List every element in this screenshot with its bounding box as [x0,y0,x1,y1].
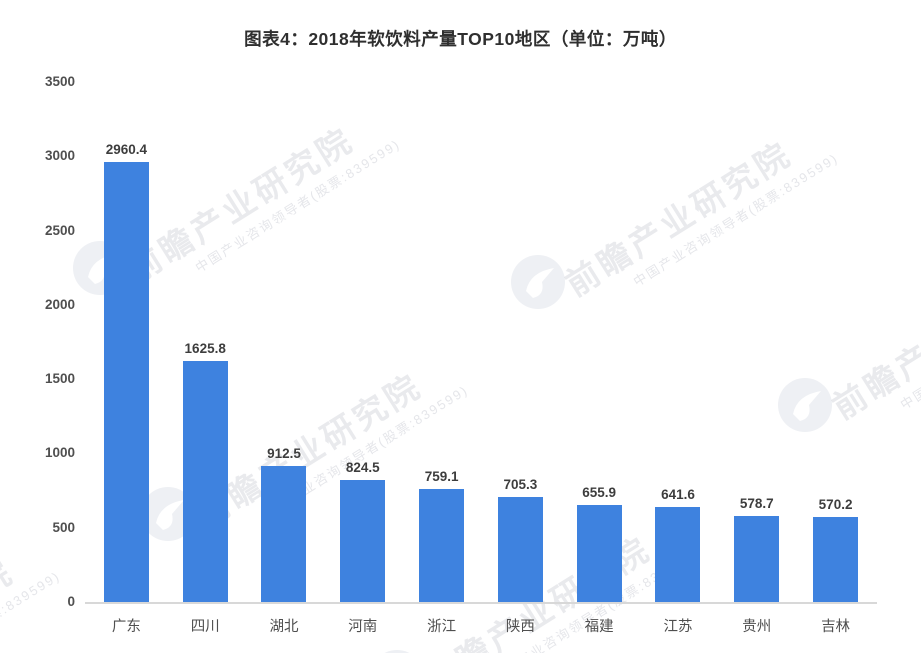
bar [261,466,307,602]
y-axis-tick-label: 1500 [44,371,75,387]
bar-value-label: 824.5 [345,459,380,475]
bar [340,479,386,602]
x-axis-category-label: 江苏 [663,619,693,635]
bars-container: 2960.4 广东 1625.8 四川 912.5 湖北 824.5 河南 759.1 浙江 705… [87,82,875,635]
bar-slot: 2960.4 广东 [87,82,166,635]
y-axis-tick-label: 500 [52,519,75,535]
bar-value-label: 641.6 [661,486,695,502]
bar-value-label: 2960.4 [105,142,148,158]
bar-slot: 641.6 江苏 [639,82,718,635]
x-axis-category-label: 广东 [111,619,141,635]
bar-value-label: 1625.8 [184,340,226,356]
y-axis-tick-label: 1000 [44,445,75,461]
y-axis-tick-label: 2500 [44,222,75,238]
watermark-tagline-text: 中国产业咨询领导者(股票:839599) [897,273,921,413]
x-axis-category-label: 陕西 [505,619,535,635]
bar [813,517,859,602]
x-axis-category-label: 吉林 [821,619,851,635]
bar-value-label: 570.2 [818,497,853,513]
y-axis: 3500 3000 2500 2000 1500 1000 500 0 [0,0,75,653]
x-axis-category-label: 浙江 [427,619,457,635]
bar [419,489,465,602]
chart-title: 图表4：2018年软饮料产量TOP10地区（单位：万吨） [244,29,677,49]
bar [497,497,543,602]
bar [655,506,701,602]
y-axis-tick-label: 0 [67,594,75,609]
bar-slot: 759.1 浙江 [402,82,481,635]
bar-slot: 705.3 陕西 [481,82,560,635]
bar [103,162,149,602]
y-axis-tick-label: 2000 [44,296,75,312]
bar-value-label: 705.3 [503,477,538,493]
x-axis-category-label: 福建 [584,619,614,635]
y-axis-tick-label: 3000 [44,148,75,164]
bar-value-label: 912.5 [267,446,301,462]
bar-slot: 912.5 湖北 [245,82,324,635]
x-axis-category-label: 四川 [190,619,220,635]
bar [576,504,622,602]
bar-slot: 824.5 河南 [323,82,402,635]
bar-slot: 578.7 贵州 [717,82,796,635]
bar [734,516,780,602]
bar-slot: 570.2 吉林 [796,82,875,635]
bar-value-label: 759.1 [424,469,459,485]
bar [182,360,228,602]
y-axis-tick-label: 3500 [44,74,75,89]
bar-value-label: 655.9 [582,484,617,500]
x-axis-category-label: 湖北 [269,619,299,635]
x-axis-category-label: 河南 [348,619,378,635]
x-axis-category-label: 贵州 [742,619,772,635]
bar-slot: 1625.8 四川 [166,82,245,635]
bar-value-label: 578.7 [739,496,774,511]
x-axis-line [85,602,877,604]
bar-slot: 655.9 福建 [560,82,639,635]
